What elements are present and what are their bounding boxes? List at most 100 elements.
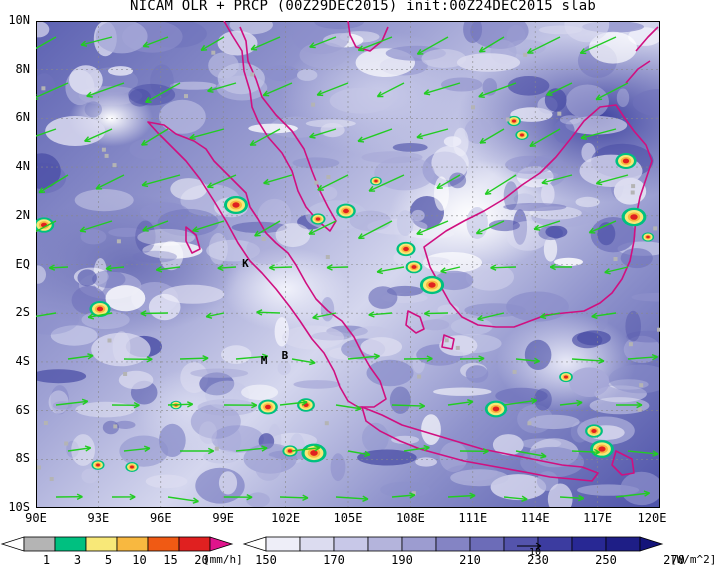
wind-vector [249, 128, 281, 146]
cloud-patch [531, 208, 594, 228]
precip-light-cell [311, 102, 316, 107]
wind-vector [84, 128, 113, 143]
cloud-patch [139, 202, 190, 224]
wind-vector [279, 494, 309, 502]
colorbar-segment [469, 536, 505, 552]
cloud-patch [145, 474, 188, 489]
cloud-patch [112, 331, 131, 364]
cloud-patch [199, 421, 217, 444]
wind-vector [316, 82, 349, 97]
cloud-patch [420, 319, 450, 331]
wind-vector [595, 174, 629, 186]
cloud-patch [380, 481, 431, 498]
lon-label: 117E [583, 511, 613, 525]
cloud-patch [421, 414, 441, 445]
colorbar-segment [401, 536, 437, 552]
wind-vector [549, 263, 572, 271]
wind-vector [309, 128, 337, 139]
cloud-patch [456, 53, 521, 72]
wind-vector [475, 220, 505, 235]
wind-vector [36, 128, 57, 137]
wind-vector [200, 36, 225, 51]
colorbar-segment [85, 536, 118, 552]
cloud-patch [314, 21, 364, 30]
colorbar-lower-triangle [0, 536, 25, 552]
precip-cell [511, 119, 517, 123]
cloud-patch [71, 434, 95, 466]
precip-light-cell [471, 105, 475, 110]
place-marker: B [281, 349, 289, 363]
lat-label: 8S [15, 451, 30, 466]
cloud-patch [257, 198, 292, 234]
cloud-patch [625, 330, 660, 343]
cloud-patch [292, 157, 340, 169]
wind-vectors [36, 36, 659, 504]
wind-vector [291, 445, 321, 452]
cloud-patch [411, 209, 425, 222]
wind-vector [515, 450, 547, 459]
precip-light-cell [324, 421, 329, 426]
precip-light-cell [444, 338, 449, 343]
wind-vector [36, 220, 57, 233]
precip-light-cell [417, 374, 422, 379]
cloud-patch [541, 182, 555, 206]
wind-vector [546, 82, 573, 96]
lat-label: 2N [15, 207, 30, 222]
wind-vector [440, 266, 461, 274]
wind-vector [571, 357, 605, 364]
wind-vector [368, 311, 393, 318]
cloud-patch [625, 310, 641, 342]
cloud-patch [538, 225, 563, 241]
wind-vector [235, 445, 268, 452]
java-coastline [361, 406, 599, 482]
colorbar-segment [265, 536, 301, 552]
cloud-patch [81, 468, 99, 484]
cloud-patch [385, 45, 446, 61]
colorbar-segment [299, 536, 335, 552]
lon-label: 96E [149, 511, 172, 525]
wind-vector [309, 36, 337, 49]
wind-vector [55, 398, 89, 406]
wind-vector [616, 401, 643, 409]
wind-vector [357, 128, 393, 143]
cloud-patch [66, 440, 79, 458]
wind-vector [308, 220, 337, 235]
cloud-patch [361, 151, 423, 164]
olr-colorbar-label: 210 [459, 553, 481, 567]
reference-vector-arrow [517, 542, 542, 550]
wind-vector [123, 445, 151, 452]
cloud-patch [158, 423, 186, 457]
precip-light-cell [637, 407, 642, 412]
cloud-patch [512, 209, 528, 245]
wind-vector [326, 264, 349, 271]
lon-label: 99E [212, 511, 235, 525]
precip-cell [374, 179, 378, 183]
precip-colorbar-label: 15 [163, 553, 178, 567]
cloud-patch [415, 457, 437, 467]
wind-vector [357, 36, 393, 52]
cloud-patch [569, 367, 610, 398]
cloud-patch [197, 399, 257, 416]
colorbar-segment [367, 536, 403, 552]
cloud-patch [190, 368, 249, 378]
wind-vector [48, 264, 69, 271]
wind-vector [490, 264, 517, 271]
olr-colorbar-label: 190 [391, 553, 413, 567]
cloud-patch [589, 397, 650, 415]
cloud-patch [449, 172, 467, 189]
precip-colorbar-label: 3 [73, 553, 82, 567]
precip-light-cell [116, 239, 121, 244]
cloud-patch [620, 248, 653, 269]
cloud-patch [205, 380, 250, 410]
precip-light-cell [631, 184, 636, 189]
wind-vector [142, 220, 169, 232]
cloud-patch [396, 210, 414, 237]
malay-peninsula-coastline [223, 21, 337, 232]
cloud-patch [36, 369, 87, 384]
olr-unit: [W/m^2] [670, 553, 717, 566]
wind-vector [335, 495, 369, 502]
wind-vector [627, 353, 658, 361]
wind-vector [595, 82, 629, 101]
precip-light-cell [630, 190, 635, 195]
colorbar-segment [116, 536, 149, 552]
